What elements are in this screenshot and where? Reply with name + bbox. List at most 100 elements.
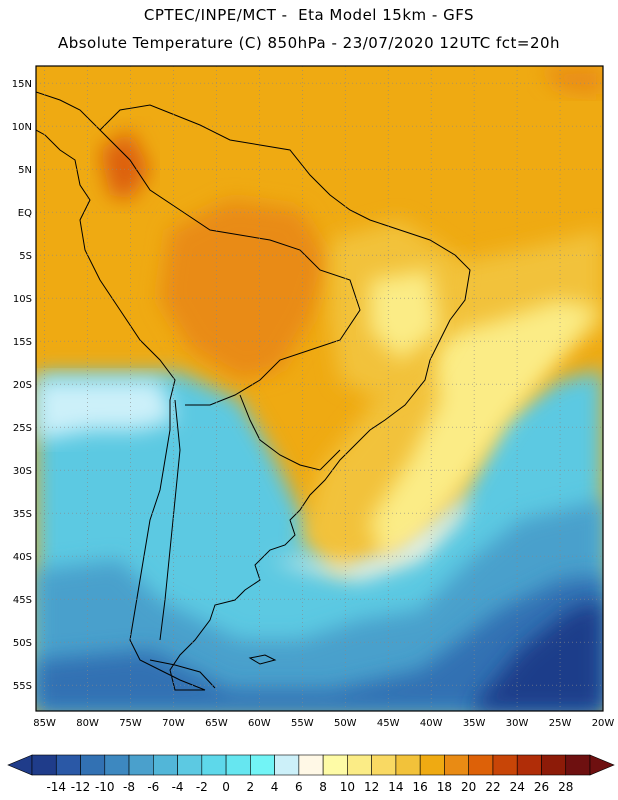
colorbar-label: 10 xyxy=(340,780,355,794)
lon-tick-label: 45W xyxy=(377,718,400,729)
colorbar-label: -6 xyxy=(147,780,159,794)
lat-tick-label: 15S xyxy=(13,337,32,348)
longitude-labels: 85W 80W 75W 70W 65W 60W 55W 50W 45W 40W 35W 30W 25W 2… xyxy=(33,718,614,729)
colorbar-label: -2 xyxy=(196,780,208,794)
temperature-field xyxy=(36,66,603,711)
colorbar-swatch xyxy=(80,754,106,776)
colorbar-swatch xyxy=(177,754,203,776)
colorbar-swatch xyxy=(541,754,567,776)
graticule xyxy=(36,66,604,711)
lon-tick-label: 65W xyxy=(205,718,228,729)
colorbar-label: 20 xyxy=(461,780,476,794)
lon-tick-label: 60W xyxy=(248,718,271,729)
lat-tick-label: 25S xyxy=(13,423,32,434)
lat-tick-label: 10N xyxy=(12,122,32,133)
colorbar-swatch xyxy=(104,754,130,776)
yellow-plateau xyxy=(370,270,440,360)
colorbar-label: 0 xyxy=(222,780,230,794)
colorbar-swatch xyxy=(128,754,154,776)
lat-tick-label: 5N xyxy=(18,165,32,176)
colorbar-swatch xyxy=(225,754,251,776)
lat-tick-label: 30S xyxy=(13,466,32,477)
lon-tick-label: 85W xyxy=(33,718,56,729)
lon-tick-label: 75W xyxy=(119,718,142,729)
colorbar-swatch xyxy=(274,754,300,776)
colorbar-label: 2 xyxy=(247,780,255,794)
lat-tick-label: 50S xyxy=(13,638,32,649)
warm-interior xyxy=(160,200,330,380)
south-america-coast xyxy=(36,91,471,691)
colorbar-swatch xyxy=(298,754,324,776)
colorbar-swatch xyxy=(31,754,57,776)
colorbar-swatch xyxy=(55,754,81,776)
colorbar-swatch xyxy=(419,754,445,776)
colorbar-swatch xyxy=(565,754,591,776)
colorbar-label: 4 xyxy=(271,780,279,794)
colorbar-label: -4 xyxy=(172,780,184,794)
lat-tick-label: 10S xyxy=(13,294,32,305)
lon-tick-label: 80W xyxy=(76,718,99,729)
colorbar-swatch xyxy=(322,754,348,776)
lon-tick-label: 50W xyxy=(334,718,357,729)
colorbar-label: 28 xyxy=(558,780,573,794)
colorbar-label: 6 xyxy=(295,780,303,794)
colorbar-swatch xyxy=(516,754,542,776)
colorbar-swatch xyxy=(250,754,275,776)
latitude-labels: 15N 10N 5N EQ 5S 10S 15S 20S 25S 30S 35S 40S 45S 50S 5… xyxy=(12,79,32,692)
light-cyan-patch xyxy=(36,380,175,440)
lon-tick-label: 30W xyxy=(506,718,529,729)
colorbar-label: 8 xyxy=(319,780,327,794)
map-frame xyxy=(35,65,604,712)
lon-tick-label: 70W xyxy=(162,718,185,729)
colorbar-right-arrow xyxy=(589,754,615,776)
pale-streak xyxy=(270,490,470,580)
colorbar-label: -12 xyxy=(71,780,91,794)
colorbar-label: 26 xyxy=(534,780,549,794)
map-title-line1: CPTEC/INPE/MCT - Eta Model 15km - GFS xyxy=(143,6,475,24)
lat-tick-label: EQ xyxy=(18,208,32,219)
colorbar-label: -8 xyxy=(123,780,135,794)
colorbar-left-arrow xyxy=(7,754,33,776)
colorbar-label: 22 xyxy=(485,780,500,794)
lon-tick-label: 40W xyxy=(420,718,443,729)
hot-spot-northeast xyxy=(540,66,603,95)
map-title-line2: Absolute Temperature (C) 850hPa - 23/07/… xyxy=(57,34,561,52)
lat-tick-label: 5S xyxy=(19,251,32,262)
lon-tick-label: 20W xyxy=(592,718,615,729)
colorbar-label: 24 xyxy=(510,780,525,794)
colorbar-label: 12 xyxy=(364,780,379,794)
colorbar-label: 18 xyxy=(437,780,452,794)
colorbar-swatch xyxy=(153,754,178,776)
lat-tick-label: 15N xyxy=(12,79,32,90)
colorbar-swatch xyxy=(468,754,494,776)
hot-spot-andes xyxy=(100,130,150,200)
country-borders xyxy=(99,129,361,406)
colorbar-swatch xyxy=(395,754,421,776)
tierra-del-fuego xyxy=(149,659,216,689)
colorbar-label: -14 xyxy=(46,780,66,794)
lat-tick-label: 45S xyxy=(13,595,32,606)
lat-tick-label: 35S xyxy=(13,509,32,520)
colder-band xyxy=(36,575,603,711)
colorbar-swatch xyxy=(201,754,227,776)
falkland-islands xyxy=(248,654,277,665)
coastlines xyxy=(36,91,471,691)
lon-tick-label: 35W xyxy=(463,718,486,729)
colorbar-label: -10 xyxy=(95,780,115,794)
colorbar-swatch xyxy=(444,754,469,776)
lon-tick-label: 55W xyxy=(291,718,314,729)
colorbar: -14 -12 -10 -8 -6 -4 -2 0 2 4 6 8 10 12 14 16 18 20 22 24 26… xyxy=(7,754,615,794)
colorbar-swatch xyxy=(371,754,397,776)
andes-border xyxy=(159,399,181,641)
colorbar-swatch xyxy=(492,754,518,776)
colorbar-swatch xyxy=(347,754,372,776)
colorbar-label: 16 xyxy=(413,780,428,794)
lat-tick-label: 40S xyxy=(13,552,32,563)
lon-tick-label: 25W xyxy=(549,718,572,729)
colorbar-label: 14 xyxy=(388,780,403,794)
lat-tick-label: 55S xyxy=(13,681,32,692)
mild-ocean-region xyxy=(370,300,600,560)
coldest-region xyxy=(470,600,603,711)
lat-tick-label: 20S xyxy=(13,380,32,391)
